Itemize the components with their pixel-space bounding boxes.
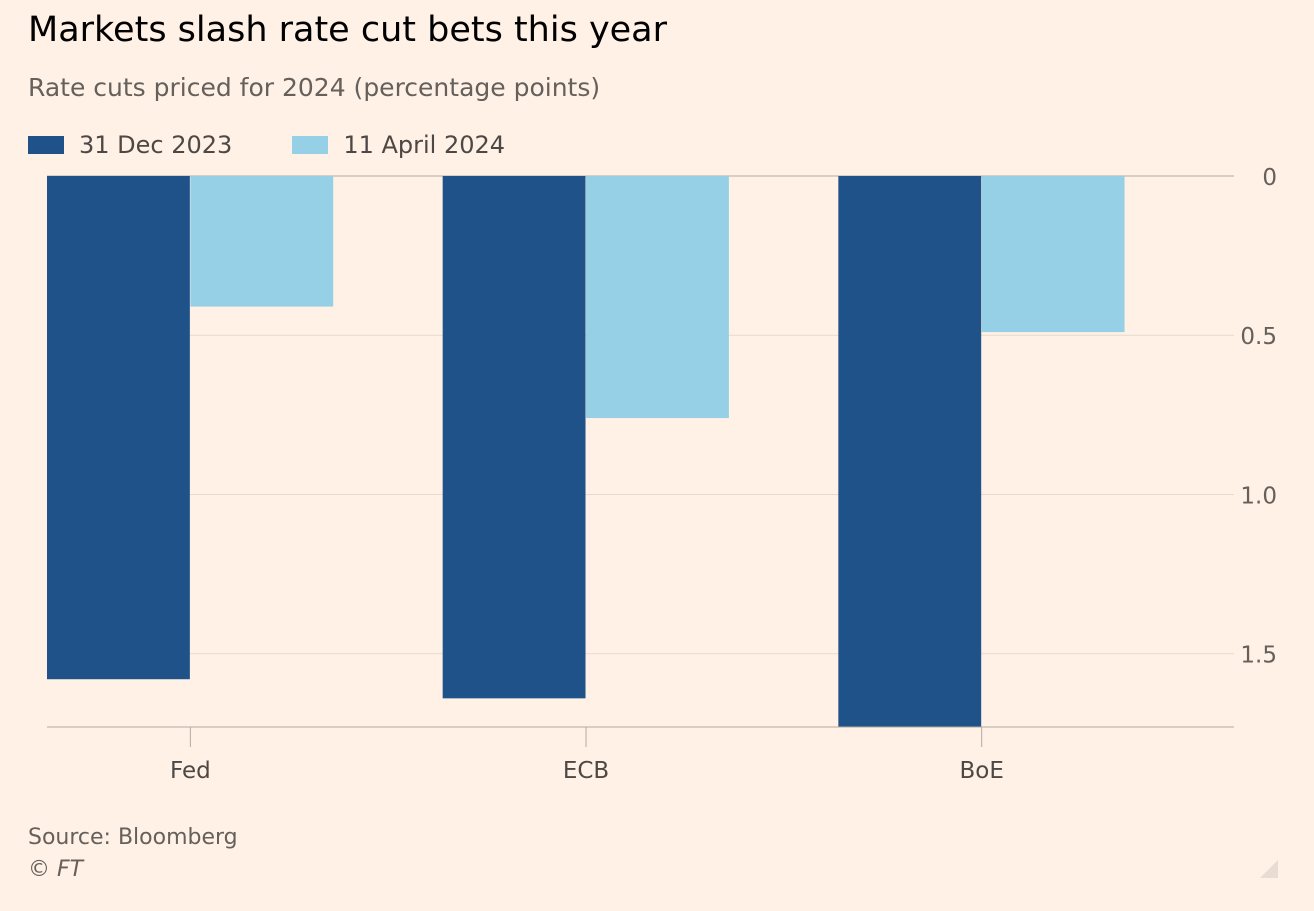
legend-item-series-1: 31 Dec 2023 (28, 131, 232, 159)
legend-label-series-1: 31 Dec 2023 (79, 131, 233, 159)
legend-swatch-series-2 (292, 136, 329, 154)
bar (442, 176, 586, 699)
bar (190, 176, 334, 307)
y-tick-label: 1.5 (1240, 643, 1277, 669)
source-note: Source: Bloomberg (28, 825, 238, 850)
chart-legend: 31 Dec 2023 11 April 2024 (28, 130, 565, 160)
y-tick-label: 0 (1262, 165, 1277, 191)
bar (981, 176, 1125, 333)
y-tick-label: 1.0 (1240, 483, 1277, 509)
chart-subtitle: Rate cuts priced for 2024 (percentage po… (28, 73, 601, 102)
bar (838, 176, 982, 727)
x-tick-label: ECB (563, 758, 609, 784)
resize-handle-icon (1260, 860, 1278, 878)
x-tick-label: BoE (959, 758, 1003, 784)
bar (586, 176, 729, 419)
y-tick-label: 0.5 (1240, 324, 1277, 350)
bar (47, 176, 190, 680)
chart-title: Markets slash rate cut bets this year (28, 10, 668, 50)
legend-item-series-2: 11 April 2024 (292, 131, 505, 159)
legend-label-series-2: 11 April 2024 (343, 131, 506, 159)
copyright-note: © FT (28, 857, 84, 882)
x-tick-label: Fed (170, 758, 211, 784)
legend-swatch-series-1 (28, 136, 64, 154)
